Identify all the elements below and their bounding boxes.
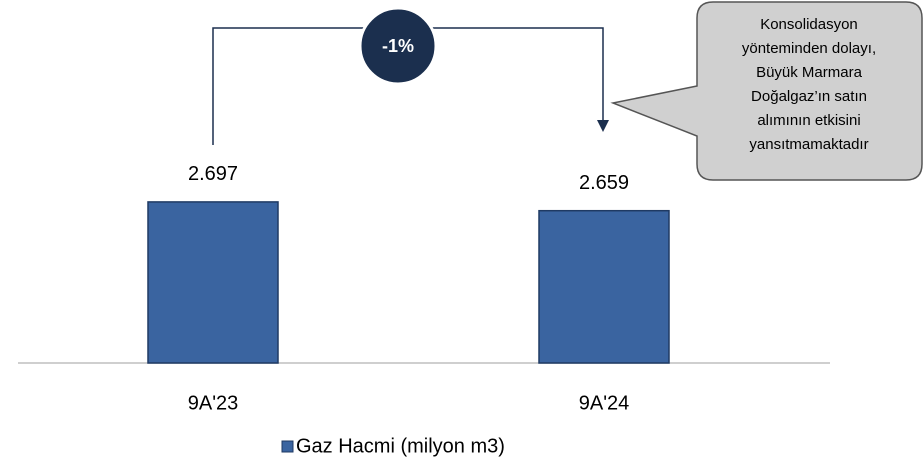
x-tick-label: 9A'24 bbox=[579, 392, 630, 414]
change-badge bbox=[358, 6, 438, 86]
legend-swatch bbox=[281, 440, 294, 453]
value-label: 2.659 bbox=[579, 172, 629, 194]
arrow-head bbox=[597, 120, 609, 132]
bar bbox=[147, 201, 279, 364]
change-label: -1% bbox=[382, 36, 414, 56]
legend-label: Gaz Hacmi (milyon m3) bbox=[296, 435, 505, 457]
callout bbox=[610, 1, 923, 181]
x-tick-label: 9A'23 bbox=[188, 392, 239, 414]
callout-text: yansıtmamaktadır bbox=[749, 136, 868, 153]
value-label: 2.697 bbox=[188, 163, 238, 185]
callout-text: yönteminden dolayı, bbox=[742, 40, 876, 57]
callout-text: alımının etkisini bbox=[757, 112, 860, 129]
callout-text: Konsolidasyon bbox=[760, 16, 858, 33]
callout-text: Büyük Marmara bbox=[756, 64, 863, 81]
bar bbox=[538, 209, 670, 364]
callout-text: Doğalgaz’ın satın bbox=[751, 88, 867, 105]
